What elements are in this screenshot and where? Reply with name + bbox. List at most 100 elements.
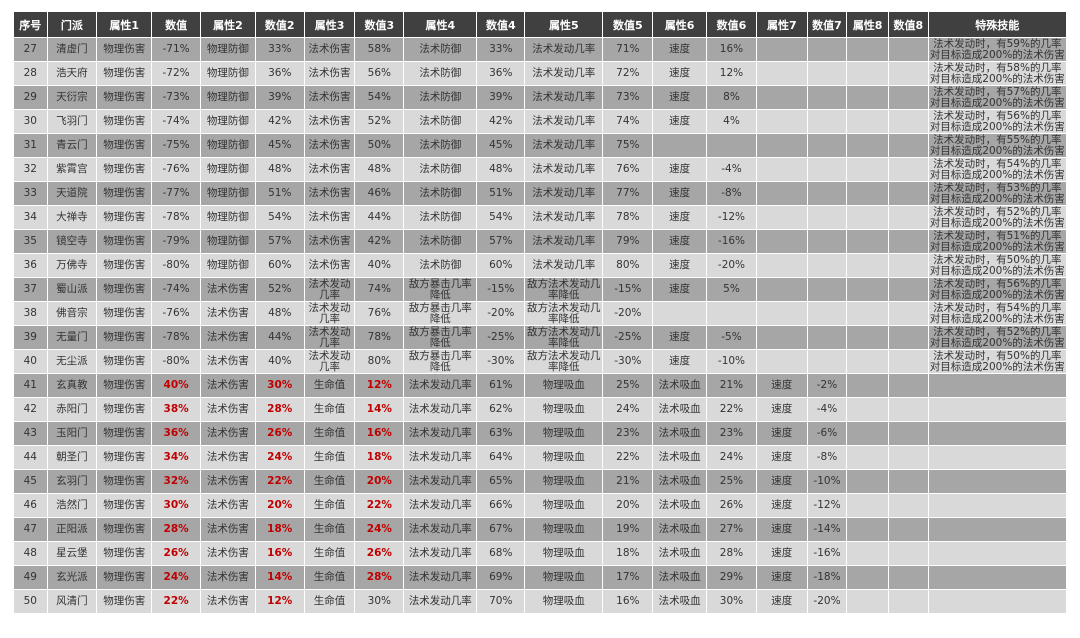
value-cell: 21% [706, 373, 757, 398]
attribute-cell: 法术伤害 [303, 253, 356, 278]
special-skill-cell [927, 493, 1068, 518]
table-row: 50 风清门 物理伤害 22% 法术伤害 12% 生命值 30% 法术发动几率 70% 物理吸血 16… [13, 589, 1068, 614]
attribute-cell [755, 85, 808, 110]
column-header[interactable]: 数值7 [806, 11, 848, 38]
sect-name-cell: 赤阳门 [46, 397, 98, 422]
value-cell [806, 181, 848, 206]
value-cell: -72% [151, 61, 201, 86]
special-skill-line: 对目标造成200%的法术伤害 [929, 264, 1065, 277]
column-header[interactable]: 数值3 [354, 11, 405, 38]
special-skill-line: 法术发动时，有54%的几率 [933, 301, 1062, 314]
column-header[interactable]: 特殊技能 [927, 11, 1068, 38]
attribute-cell: 速度 [652, 37, 708, 62]
attribute-cell [846, 157, 889, 182]
value-cell: 73% [602, 85, 654, 110]
row-number-cell: 33 [13, 181, 48, 206]
sect-name-cell: 玉阳门 [46, 421, 98, 446]
column-header[interactable]: 数值2 [254, 11, 305, 38]
attribute-cell: 速度 [652, 349, 708, 374]
value-cell: -30% [602, 349, 654, 374]
attribute-cell: 敌方法术发动几率降低 [524, 325, 604, 350]
column-header[interactable]: 数值6 [706, 11, 757, 38]
value-cell: 40% [254, 349, 305, 374]
column-header[interactable]: 属性2 [199, 11, 256, 38]
attribute-cell [755, 205, 808, 230]
attribute-cell: 法术防御 [403, 37, 478, 62]
special-skill-cell: 法术发动时，有56%的几率 对目标造成200%的法术伤害 [927, 109, 1068, 134]
attribute-cell: 法术发动几率 [403, 493, 478, 518]
value-cell [887, 253, 929, 278]
attribute-cell: 法术吸血 [652, 589, 708, 614]
table-row: 46 浩然门 物理伤害 30% 法术伤害 20% 生命值 22% 法术发动几率 66% 物理吸血 20… [13, 493, 1068, 518]
row-number-cell: 50 [13, 589, 48, 614]
special-skill-cell [927, 565, 1068, 590]
attribute-cell: 物理防御 [199, 133, 256, 158]
value-cell: 58% [354, 37, 405, 62]
column-header[interactable]: 数值5 [602, 11, 654, 38]
value-cell: 78% [602, 205, 654, 230]
attribute-cell [846, 205, 889, 230]
value-cell: -2% [806, 373, 848, 398]
value-cell: 30% [254, 373, 305, 398]
table-row: 36 万佛寺 物理伤害 -80% 物理防御 60% 法术伤害 40% 法术防御 60% 法术发动几率… [13, 253, 1068, 278]
special-skill-cell [927, 541, 1068, 566]
column-header[interactable]: 数值 [151, 11, 201, 38]
value-cell: 51% [254, 181, 305, 206]
column-header[interactable]: 门派 [46, 11, 98, 38]
column-header[interactable]: 数值8 [887, 11, 929, 38]
attribute-cell: 法术发动几率 [403, 469, 478, 494]
attribute-cell [846, 565, 889, 590]
column-header[interactable]: 属性4 [403, 11, 478, 38]
special-skill-line: 法术发动时，有55%的几率 [933, 133, 1062, 146]
row-number-cell: 28 [13, 61, 48, 86]
attribute-cell: 速度 [652, 325, 708, 350]
row-number-cell: 42 [13, 397, 48, 422]
value-cell [887, 517, 929, 542]
value-cell [887, 37, 929, 62]
value-cell: -76% [151, 301, 201, 326]
column-header[interactable]: 属性5 [524, 11, 604, 38]
value-cell: 34% [151, 445, 201, 470]
column-header[interactable]: 属性1 [96, 11, 153, 38]
value-cell: -79% [151, 229, 201, 254]
sect-name-cell: 朝圣门 [46, 445, 98, 470]
attribute-cell: 物理伤害 [96, 37, 153, 62]
row-number-cell: 41 [13, 373, 48, 398]
attribute-cell: 物理吸血 [524, 589, 604, 614]
attribute-cell [846, 445, 889, 470]
row-number-cell: 35 [13, 229, 48, 254]
value-cell: 33% [476, 37, 526, 62]
attribute-cell: 敌方暴击几率降低 [403, 325, 478, 350]
special-skill-line: 对目标造成200%的法术伤害 [929, 360, 1065, 373]
column-header[interactable]: 属性7 [755, 11, 808, 38]
value-cell: 24% [254, 445, 305, 470]
attribute-cell [846, 181, 889, 206]
value-cell: 68% [476, 541, 526, 566]
column-header[interactable]: 数值4 [476, 11, 526, 38]
value-cell: 74% [602, 109, 654, 134]
attribute-cell: 速度 [652, 109, 708, 134]
value-cell: 54% [476, 205, 526, 230]
column-header[interactable]: 序号 [13, 11, 48, 38]
column-header[interactable]: 属性8 [846, 11, 889, 38]
value-cell: -80% [151, 349, 201, 374]
attribute-cell: 法术发动几率 [403, 397, 478, 422]
table-row: 30 飞羽门 物理伤害 -74% 物理防御 42% 法术伤害 52% 法术防御 42% 法术发动几率… [13, 109, 1068, 134]
sect-attribute-table: 序号 门派 属性1 数值 属性2 数值2 属性3 数值3 属性4 数值4 属性5 数值5 属性6 数值6 属… [13, 11, 1068, 614]
value-cell: 16% [706, 37, 757, 62]
special-skill-line: 对目标造成200%的法术伤害 [929, 120, 1065, 133]
value-cell [806, 37, 848, 62]
column-header[interactable]: 属性6 [652, 11, 708, 38]
value-cell: 52% [254, 277, 305, 302]
value-cell: -10% [806, 469, 848, 494]
special-skill-cell [927, 469, 1068, 494]
attribute-cell: 法术发动几率 [403, 517, 478, 542]
row-number-cell: 29 [13, 85, 48, 110]
attribute-cell [846, 517, 889, 542]
attribute-cell: 敌方法术发动几率降低 [524, 277, 604, 302]
attribute-cell: 法术发动几率 [524, 205, 604, 230]
attribute-cell [846, 85, 889, 110]
column-header[interactable]: 属性3 [303, 11, 356, 38]
attribute-cell: 法术防御 [403, 205, 478, 230]
attribute-cell [846, 229, 889, 254]
